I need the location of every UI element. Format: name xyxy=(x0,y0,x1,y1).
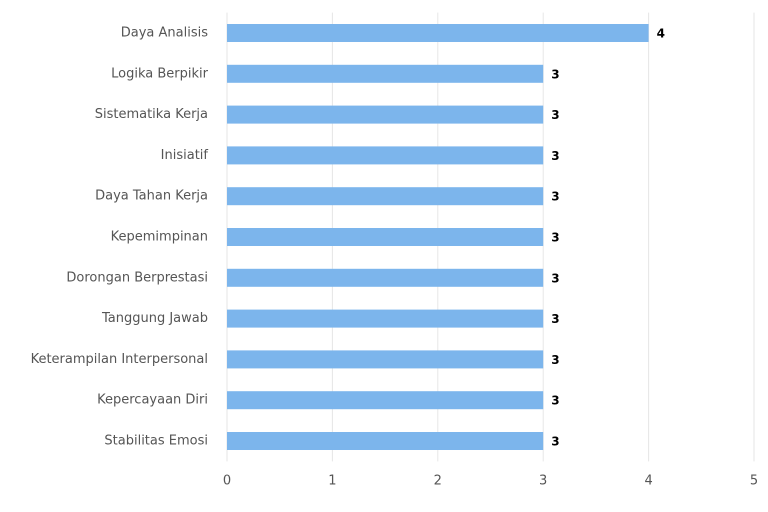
data-label: 3 xyxy=(551,271,559,285)
data-label: 4 xyxy=(657,27,665,41)
x-tick-label: 1 xyxy=(328,474,336,489)
y-tick-label: Sistematika Kerja xyxy=(95,107,208,122)
bar xyxy=(227,24,649,42)
bar xyxy=(227,64,544,83)
bar xyxy=(227,432,544,450)
data-label: 3 xyxy=(551,312,559,326)
bar xyxy=(227,187,544,206)
data-label: 3 xyxy=(551,67,559,81)
data-label: 3 xyxy=(551,231,559,245)
bar xyxy=(227,228,544,246)
x-tick-label: 0 xyxy=(223,474,231,489)
x-tick-label: 3 xyxy=(539,474,547,489)
bar xyxy=(227,268,544,287)
y-tick-label: Keterampilan Interpersonal xyxy=(31,352,208,367)
bar xyxy=(227,350,544,369)
y-tick-label: Dorongan Berprestasi xyxy=(66,270,208,285)
bar xyxy=(227,146,544,165)
y-tick-label: Daya Tahan Kerja xyxy=(95,189,208,204)
y-tick-label: Inisiatif xyxy=(161,148,209,163)
y-tick-label: Logika Berpikir xyxy=(111,66,208,81)
data-label: 3 xyxy=(551,190,559,204)
bar xyxy=(227,105,544,124)
x-tick-label: 2 xyxy=(434,474,442,489)
x-tick-label: 4 xyxy=(644,474,652,489)
bar xyxy=(227,309,544,328)
data-label: 3 xyxy=(551,353,559,367)
y-tick-label: Kepercayaan Diri xyxy=(97,393,208,408)
y-tick-label: Kepemimpinan xyxy=(111,230,208,245)
data-label: 3 xyxy=(551,394,559,408)
bar xyxy=(227,391,544,410)
data-label: 3 xyxy=(551,435,559,449)
y-tick-label: Tanggung Jawab xyxy=(101,311,208,326)
data-label: 3 xyxy=(551,149,559,163)
data-label: 3 xyxy=(551,108,559,122)
x-tick-label: 5 xyxy=(750,474,758,489)
y-tick-label: Stabilitas Emosi xyxy=(104,434,208,449)
y-tick-label: Daya Analisis xyxy=(121,26,208,41)
